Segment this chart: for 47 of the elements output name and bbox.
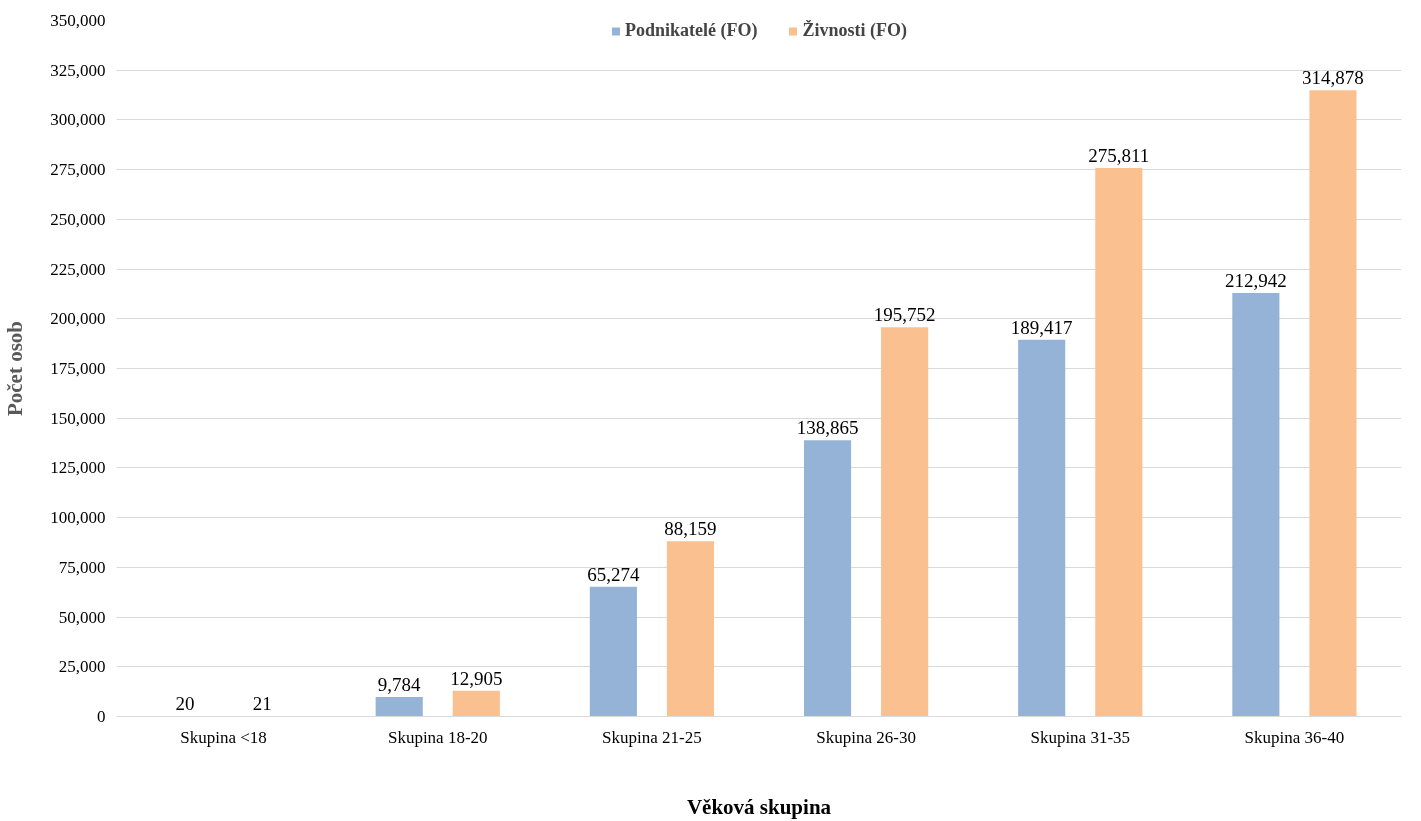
bar (1309, 90, 1357, 717)
data-label: 275,811 (1088, 145, 1150, 167)
bar (666, 541, 715, 717)
data-label: 12,905 (450, 667, 503, 689)
legend-label: Živnosti (FO) (802, 20, 908, 41)
x-tick-label: Skupina 21-25 (602, 727, 702, 747)
y-axis-title: Počet osob (3, 320, 28, 417)
y-tick-label: 225,000 (50, 259, 106, 279)
y-tick-label: 350,000 (50, 11, 106, 30)
x-tick-label: Skupina 36-40 (1244, 727, 1345, 747)
bar (881, 327, 929, 717)
bar (1095, 168, 1143, 717)
y-tick-label: 150,000 (50, 408, 106, 428)
bar (1018, 339, 1066, 717)
y-tick-label: 250,000 (50, 209, 106, 229)
x-axis-title: Věková skupina (686, 794, 832, 819)
y-tick-label: 200,000 (50, 309, 106, 329)
x-tick-label: Skupina 18-20 (387, 727, 488, 747)
x-tick-label: Skupina 26-30 (816, 727, 916, 747)
data-label: 20 (175, 693, 195, 715)
bar (589, 586, 637, 717)
bar (452, 690, 500, 717)
bar (1232, 293, 1280, 717)
data-label: 195,752 (873, 304, 936, 326)
bar (803, 440, 852, 717)
x-tick-label: Skupina <18 (180, 727, 267, 747)
data-label: 88,159 (664, 518, 717, 540)
y-tick-label: 275,000 (50, 160, 106, 180)
y-tick-label: 75,000 (58, 557, 106, 577)
data-label: 189,417 (1010, 316, 1073, 338)
y-tick-label: 125,000 (50, 458, 106, 478)
y-tick-label: 325,000 (50, 60, 106, 80)
legend-label: Podnikatelé (FO) (624, 20, 758, 41)
y-tick-label: 50,000 (58, 607, 106, 627)
data-label: 65,274 (587, 563, 640, 585)
y-tick-label: 100,000 (50, 508, 106, 528)
y-tick-label: 175,000 (50, 359, 106, 378)
y-tick-label: 0 (97, 707, 106, 726)
y-tick-label: 25,000 (58, 657, 106, 677)
data-label: 138,865 (796, 417, 859, 439)
data-label: 9,784 (377, 674, 422, 696)
data-label: 314,878 (1302, 67, 1364, 89)
data-label: 212,942 (1224, 270, 1287, 292)
bar (375, 697, 423, 717)
data-label: 21 (252, 693, 272, 715)
x-tick-label: Skupina 31-35 (1030, 727, 1131, 747)
y-tick-label: 300,000 (50, 110, 106, 130)
